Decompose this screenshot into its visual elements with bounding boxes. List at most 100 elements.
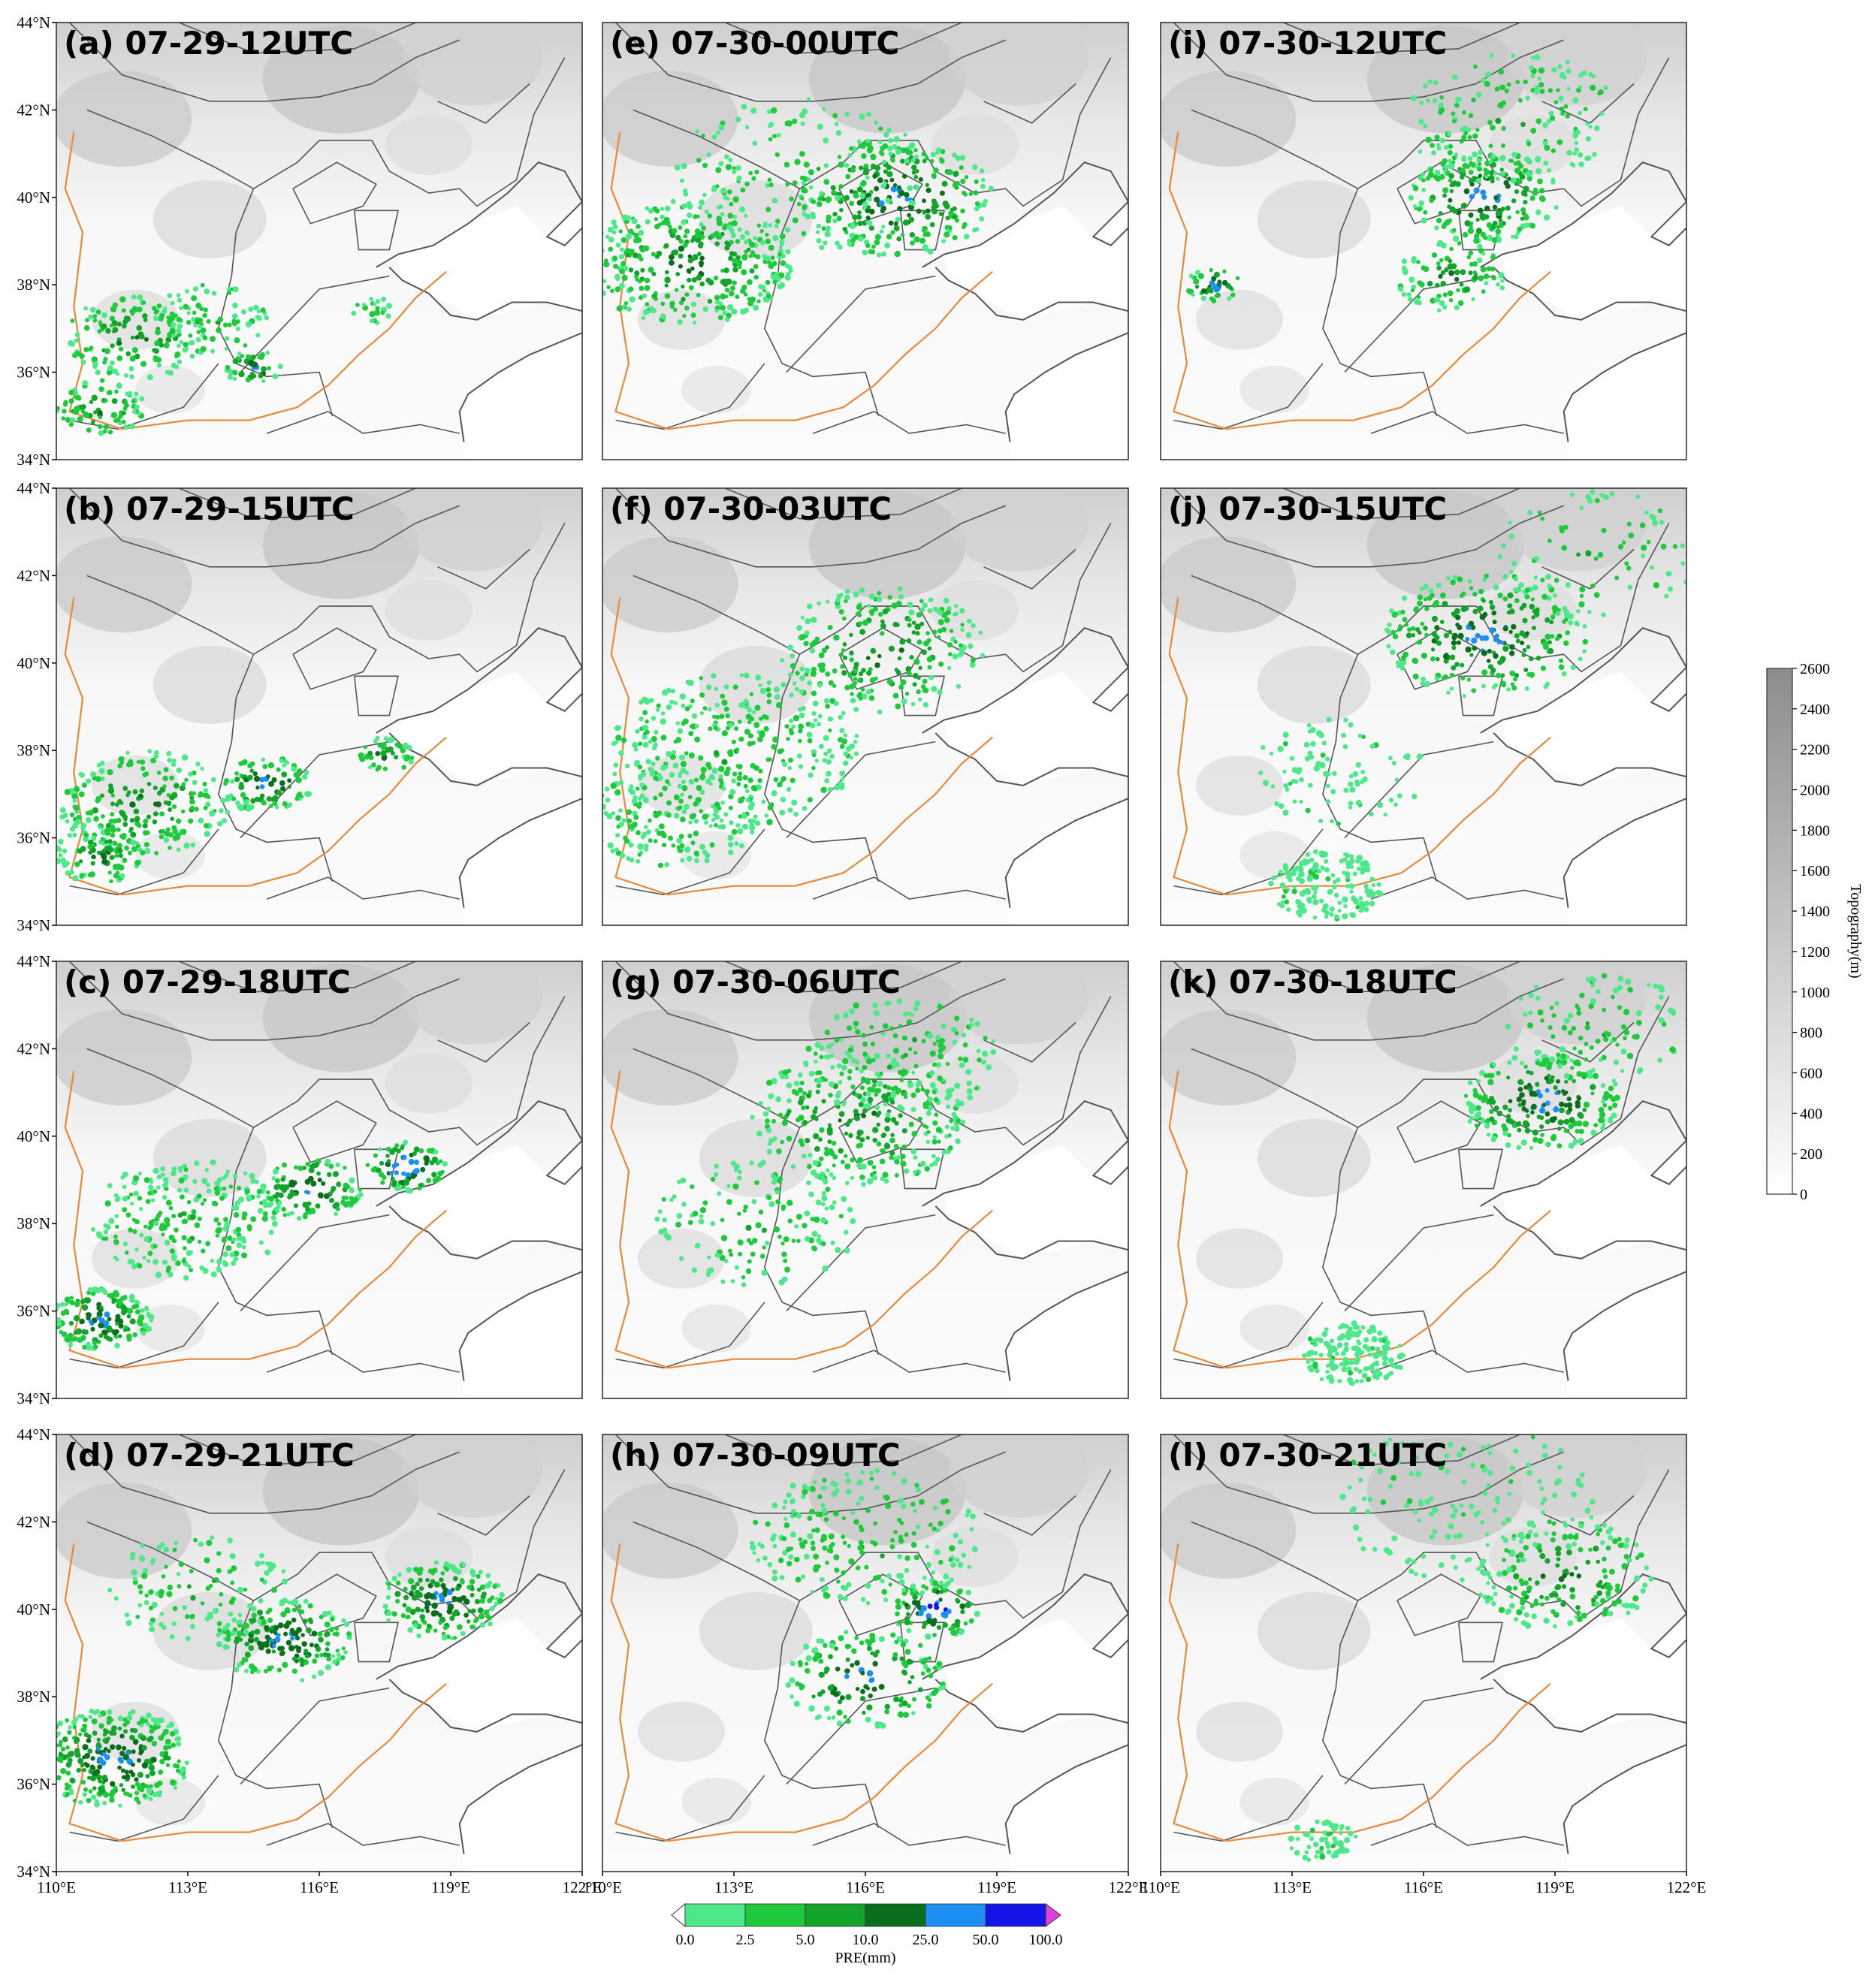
- rain-dot: [736, 1175, 742, 1181]
- rain-dot: [743, 698, 749, 704]
- rain-dot: [1297, 875, 1301, 879]
- rain-dot: [1553, 578, 1559, 583]
- rain-dot: [1473, 237, 1480, 244]
- yellow-sea: [459, 1272, 582, 1398]
- rain-dot: [766, 1079, 773, 1086]
- rain-dot: [611, 219, 617, 225]
- rain-dot: [1360, 904, 1366, 910]
- rain-dot: [1282, 741, 1288, 747]
- precipitation-dots: [602, 97, 994, 325]
- rain-dot: [134, 1309, 140, 1315]
- rain-dot: [793, 714, 800, 722]
- rain-dot: [895, 703, 901, 710]
- rain-dot: [735, 294, 740, 300]
- rain-dot: [670, 198, 676, 204]
- rain-dot: [1436, 582, 1442, 588]
- rain-dot: [613, 762, 618, 768]
- rain-dot: [1478, 149, 1484, 155]
- rain-dot: [210, 1258, 215, 1263]
- rain-dot: [820, 1175, 826, 1181]
- rain-dot: [960, 208, 965, 214]
- rain-dot: [1439, 258, 1444, 263]
- rain-dot: [924, 155, 929, 161]
- rain-dot: [877, 1081, 883, 1087]
- rain-dot: [376, 765, 382, 771]
- rain-dot: [750, 785, 758, 792]
- rain-dot: [944, 1134, 950, 1139]
- rain-dot: [664, 205, 671, 212]
- rain-dot: [768, 137, 773, 142]
- rain-dot: [916, 1079, 922, 1086]
- rain-dot: [817, 713, 823, 719]
- rain-dot: [915, 631, 920, 636]
- rain-dot: [951, 1112, 957, 1118]
- rain-dot: [986, 1064, 992, 1071]
- rain-dot: [786, 1136, 793, 1142]
- rain-dot: [1462, 694, 1466, 698]
- rain-dot: [1505, 205, 1511, 211]
- rain-dot: [841, 616, 847, 621]
- rain-dot: [410, 756, 415, 760]
- rain-dot: [183, 342, 189, 348]
- rain-dot: [259, 784, 265, 789]
- rain-dot: [191, 295, 198, 302]
- rain-dot: [107, 787, 115, 795]
- rain-dot: [683, 804, 690, 810]
- rain-dot: [250, 1178, 256, 1184]
- rain-dot: [307, 1175, 314, 1182]
- rain-dot: [110, 412, 118, 418]
- rain-dot: [782, 762, 788, 768]
- rain-dot: [938, 1048, 944, 1054]
- rain-dot: [717, 315, 723, 321]
- rain-dot: [98, 424, 103, 430]
- rain-dot: [1524, 587, 1530, 593]
- rain-dot: [1472, 592, 1478, 597]
- rain-dot: [127, 850, 132, 855]
- rain-dot: [192, 780, 198, 786]
- rain-dot: [904, 147, 909, 152]
- rain-dot: [708, 726, 713, 732]
- rain-dot: [736, 775, 743, 782]
- rain-dot: [85, 1312, 90, 1317]
- rain-dot: [644, 285, 651, 291]
- rain-dot: [198, 793, 202, 798]
- rain-dot: [407, 1188, 413, 1194]
- rain-dot: [903, 1168, 910, 1175]
- rain-dot: [86, 1316, 91, 1321]
- rain-dot: [814, 1173, 820, 1179]
- rain-dot: [234, 777, 240, 783]
- rain-dot: [850, 167, 856, 173]
- rain-dot: [297, 777, 302, 783]
- rain-dot: [657, 862, 664, 868]
- rain-dot: [1312, 916, 1318, 920]
- rain-dot: [126, 790, 131, 795]
- rain-dot: [689, 724, 694, 729]
- rain-dot: [666, 1234, 672, 1241]
- rain-dot: [658, 1229, 665, 1235]
- rain-dot: [907, 617, 912, 622]
- rain-dot: [625, 253, 630, 258]
- rain-dot: [1466, 255, 1472, 260]
- rain-dot: [181, 782, 186, 786]
- rain-dot: [88, 347, 93, 351]
- rain-dot: [205, 801, 211, 807]
- rain-dot: [1526, 644, 1531, 650]
- bohai-sea: [944, 1140, 1128, 1259]
- rain-dot: [1421, 676, 1427, 682]
- rain-dot: [603, 258, 608, 264]
- rain-dot: [1497, 593, 1503, 599]
- panel-frame: [56, 961, 583, 1399]
- rain-dot: [618, 254, 624, 260]
- rain-dot: [883, 131, 889, 138]
- rain-dot: [289, 1211, 294, 1216]
- rain-dot: [227, 290, 232, 295]
- rain-dot: [822, 107, 826, 111]
- rain-dot: [242, 1244, 246, 1250]
- rain-dot: [816, 238, 822, 243]
- rain-dot: [380, 750, 387, 757]
- rain-dot: [133, 1190, 139, 1196]
- rain-dot: [134, 391, 139, 397]
- rain-dot: [1448, 258, 1453, 264]
- terrain-relief: [949, 23, 1088, 106]
- terrain-relief: [1161, 1009, 1297, 1106]
